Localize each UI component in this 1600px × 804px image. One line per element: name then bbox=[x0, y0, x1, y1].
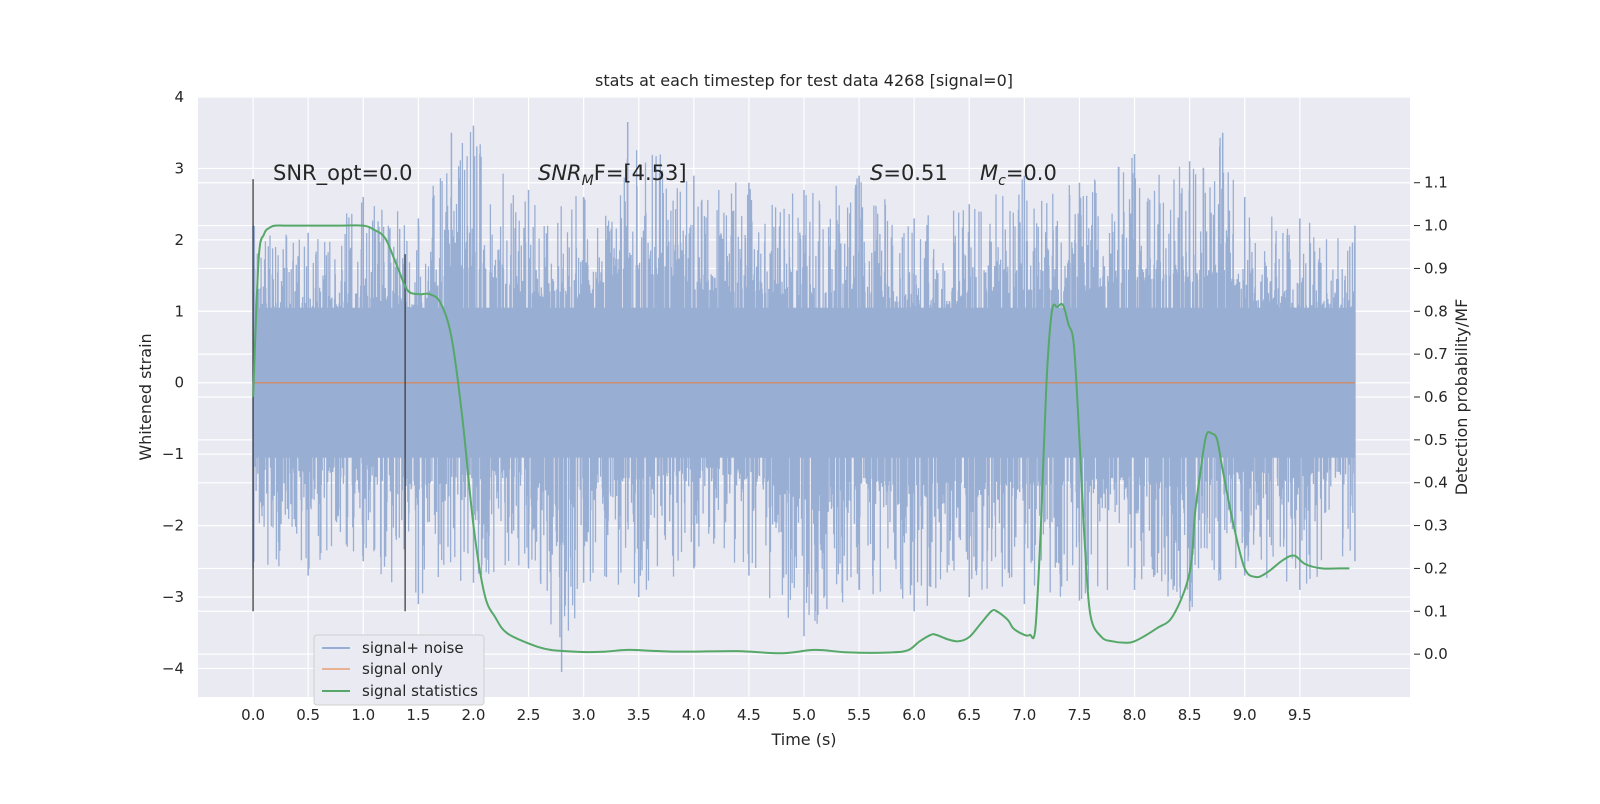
x-tick-label: 6.0 bbox=[902, 706, 926, 724]
y2-tick-label: 0.3 bbox=[1424, 517, 1448, 535]
y2-tick-label: 0.9 bbox=[1424, 259, 1448, 277]
x-tick-label: 6.5 bbox=[957, 706, 981, 724]
legend: signal+ noise signal only signal statist… bbox=[313, 634, 485, 706]
legend-box bbox=[313, 634, 485, 706]
y2-tick-label: 0.2 bbox=[1424, 559, 1448, 577]
y-tick-label: −3 bbox=[162, 588, 184, 606]
y2-tick-label: 1.1 bbox=[1424, 174, 1448, 192]
y-axis-label: Whitened strain bbox=[136, 333, 155, 460]
x-tick-label: 7.0 bbox=[1012, 706, 1036, 724]
y2-tick-label: 1.0 bbox=[1424, 217, 1448, 235]
x-tick-label: 0.5 bbox=[296, 706, 320, 724]
y-tick-label: 2 bbox=[174, 231, 184, 249]
chart-title: stats at each timestep for test data 426… bbox=[595, 71, 1013, 90]
x-tick-label: 2.0 bbox=[462, 706, 486, 724]
x-tick-label: 3.0 bbox=[572, 706, 596, 724]
annotation-s: S=0.51 bbox=[870, 161, 948, 185]
y-tick-label: 0 bbox=[174, 374, 184, 392]
y2-tick-label: 0.7 bbox=[1424, 345, 1448, 363]
x-tick-label: 3.5 bbox=[627, 706, 651, 724]
x-tick-label: 8.0 bbox=[1123, 706, 1147, 724]
y-tick-label: 1 bbox=[174, 302, 184, 320]
x-tick-label: 5.5 bbox=[847, 706, 871, 724]
signal-statistics-line bbox=[252, 224, 1350, 655]
y2-tick-label: 0.4 bbox=[1424, 474, 1448, 492]
y2-axis-label: Detection probability/MF bbox=[1452, 299, 1471, 496]
annotation-snr-opt: SNR_opt=0.0 bbox=[273, 161, 413, 186]
x-tick-labels: 0.0 0.5 1.0 1.5 2.0 2.5 3.0 3.5 4.0 4.5 5.0 5.5 6.0 6… bbox=[241, 706, 1312, 724]
y-tick-label: −1 bbox=[162, 445, 184, 463]
y2-tick-label: 0.8 bbox=[1424, 302, 1448, 320]
y2-tick-label: 0.1 bbox=[1424, 602, 1448, 620]
x-tick-label: 2.5 bbox=[517, 706, 541, 724]
y2-tick-labels: 1.1 1.0 0.9 0.8 0.7 0.6 0.5 0.4 0.3 0.2 0.1 0.0 bbox=[1414, 174, 1448, 663]
y-tick-label: 3 bbox=[174, 159, 184, 177]
x-tick-label: 5.0 bbox=[792, 706, 816, 724]
x-tick-label: 4.5 bbox=[737, 706, 761, 724]
y-tick-labels: 4 3 2 1 0 −1 −2 −3 −4 bbox=[162, 88, 184, 677]
x-tick-label: 8.5 bbox=[1178, 706, 1202, 724]
y-tick-label: −2 bbox=[162, 517, 184, 535]
y2-tick-label: 0.5 bbox=[1424, 431, 1448, 449]
x-tick-label: 7.5 bbox=[1068, 706, 1092, 724]
y2-tick-label: 0.6 bbox=[1424, 388, 1448, 406]
x-tick-label: 4.0 bbox=[682, 706, 706, 724]
x-tick-label: 9.0 bbox=[1233, 706, 1257, 724]
x-tick-label: 0.0 bbox=[241, 706, 265, 724]
x-tick-label: 1.5 bbox=[406, 706, 430, 724]
legend-label-signal-statistics: signal statistics bbox=[362, 682, 478, 700]
x-tick-label: 9.5 bbox=[1288, 706, 1312, 724]
x-tick-label: 1.0 bbox=[351, 706, 375, 724]
x-axis-label: Time (s) bbox=[770, 730, 836, 749]
legend-label-signal-only: signal only bbox=[362, 660, 443, 678]
y-tick-label: 4 bbox=[174, 88, 184, 106]
series-signal-statistics bbox=[252, 224, 1350, 655]
annotation-snr-mf: SNRMF=[4.53] bbox=[538, 161, 687, 189]
y2-tick-label: 0.0 bbox=[1424, 645, 1448, 663]
y-tick-label: −4 bbox=[162, 659, 184, 677]
legend-label-signal-plus-noise: signal+ noise bbox=[362, 639, 464, 657]
annotation-mc: Mc=0.0 bbox=[980, 161, 1057, 189]
